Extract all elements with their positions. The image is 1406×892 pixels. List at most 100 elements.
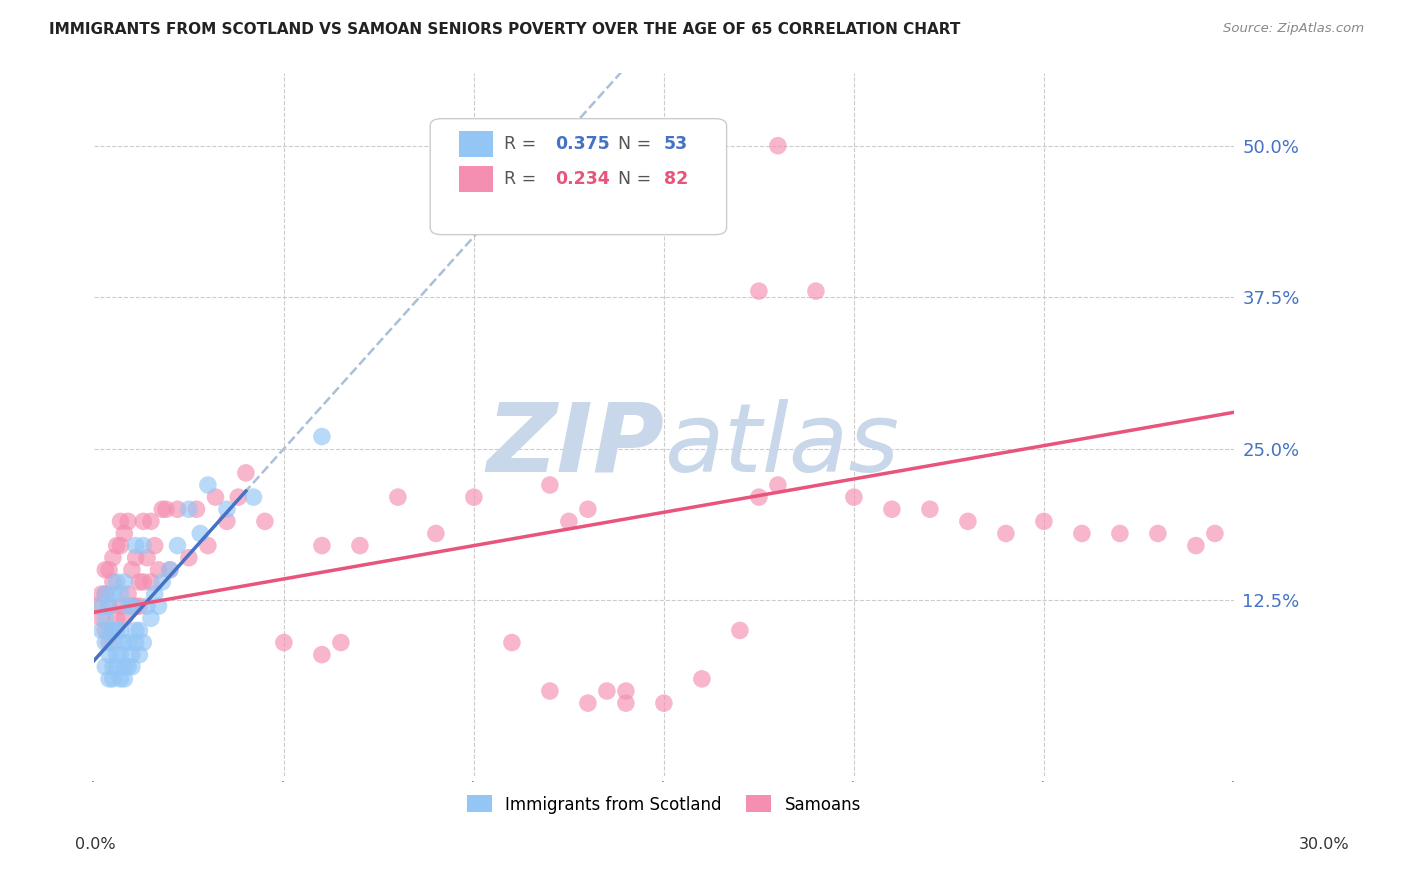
Point xyxy=(101,635,124,649)
Point xyxy=(1204,526,1226,541)
Point xyxy=(101,660,124,674)
Point xyxy=(177,502,200,516)
Point xyxy=(112,611,135,625)
Point xyxy=(105,660,128,674)
Point xyxy=(148,563,170,577)
Text: R =: R = xyxy=(505,135,543,153)
Point xyxy=(150,502,173,516)
Point xyxy=(101,624,124,638)
Point xyxy=(463,490,485,504)
Point xyxy=(98,624,121,638)
Point xyxy=(132,574,155,589)
Point xyxy=(1147,526,1170,541)
Point xyxy=(101,587,124,601)
Point xyxy=(128,574,150,589)
Point xyxy=(842,490,865,504)
Point xyxy=(121,660,143,674)
Point xyxy=(994,526,1017,541)
Point xyxy=(110,624,132,638)
Point xyxy=(94,563,117,577)
Point xyxy=(94,635,117,649)
Point xyxy=(94,660,117,674)
Point xyxy=(112,635,135,649)
Point xyxy=(155,502,177,516)
Point xyxy=(918,502,941,516)
Point xyxy=(139,574,162,589)
FancyBboxPatch shape xyxy=(458,130,494,157)
Point xyxy=(501,635,523,649)
Point xyxy=(112,660,135,674)
Point xyxy=(132,539,155,553)
Point xyxy=(110,514,132,528)
Point xyxy=(186,502,208,516)
Point xyxy=(110,587,132,601)
Point xyxy=(143,539,166,553)
Point xyxy=(101,624,124,638)
Point xyxy=(215,502,238,516)
Point xyxy=(215,514,238,528)
Text: Source: ZipAtlas.com: Source: ZipAtlas.com xyxy=(1223,22,1364,36)
Point xyxy=(117,599,139,614)
Point xyxy=(159,563,181,577)
Point xyxy=(148,599,170,614)
Point xyxy=(558,514,581,528)
Text: IMMIGRANTS FROM SCOTLAND VS SAMOAN SENIORS POVERTY OVER THE AGE OF 65 CORRELATIO: IMMIGRANTS FROM SCOTLAND VS SAMOAN SENIO… xyxy=(49,22,960,37)
Text: 53: 53 xyxy=(664,135,688,153)
Point xyxy=(139,611,162,625)
Point xyxy=(101,574,124,589)
Point xyxy=(253,514,276,528)
Point xyxy=(1185,539,1208,553)
Point xyxy=(94,587,117,601)
Point xyxy=(159,563,181,577)
Point xyxy=(204,490,226,504)
Point xyxy=(101,550,124,565)
Text: atlas: atlas xyxy=(664,399,898,492)
Point xyxy=(101,672,124,686)
Point xyxy=(728,624,751,638)
Point xyxy=(166,502,188,516)
Point xyxy=(538,478,561,492)
Point xyxy=(748,284,770,298)
Point xyxy=(110,648,132,662)
Point xyxy=(128,648,150,662)
Point xyxy=(766,478,789,492)
Point xyxy=(766,138,789,153)
Point xyxy=(90,599,112,614)
Point xyxy=(1032,514,1054,528)
Point xyxy=(117,514,139,528)
Point xyxy=(128,624,150,638)
Legend: Immigrants from Scotland, Samoans: Immigrants from Scotland, Samoans xyxy=(460,789,868,821)
Point xyxy=(125,599,148,614)
Point xyxy=(121,563,143,577)
Point xyxy=(121,599,143,614)
Point xyxy=(136,599,159,614)
FancyBboxPatch shape xyxy=(458,166,494,193)
Point xyxy=(197,539,219,553)
Point xyxy=(98,599,121,614)
Point xyxy=(143,587,166,601)
Point xyxy=(690,672,713,686)
Point xyxy=(880,502,903,516)
Point xyxy=(177,550,200,565)
Point xyxy=(90,611,112,625)
Point xyxy=(105,624,128,638)
Text: N =: N = xyxy=(619,135,657,153)
Point xyxy=(112,574,135,589)
Text: 0.234: 0.234 xyxy=(555,170,610,188)
Point xyxy=(90,624,112,638)
Point xyxy=(804,284,827,298)
Text: R =: R = xyxy=(505,170,543,188)
Point xyxy=(98,599,121,614)
Point xyxy=(128,599,150,614)
Point xyxy=(1109,526,1132,541)
Point xyxy=(614,684,637,698)
FancyBboxPatch shape xyxy=(430,119,727,235)
Point xyxy=(349,539,371,553)
Point xyxy=(136,550,159,565)
Point xyxy=(105,539,128,553)
Point xyxy=(1070,526,1092,541)
Point xyxy=(112,672,135,686)
Point xyxy=(273,635,295,649)
Point xyxy=(98,563,121,577)
Point xyxy=(166,539,188,553)
